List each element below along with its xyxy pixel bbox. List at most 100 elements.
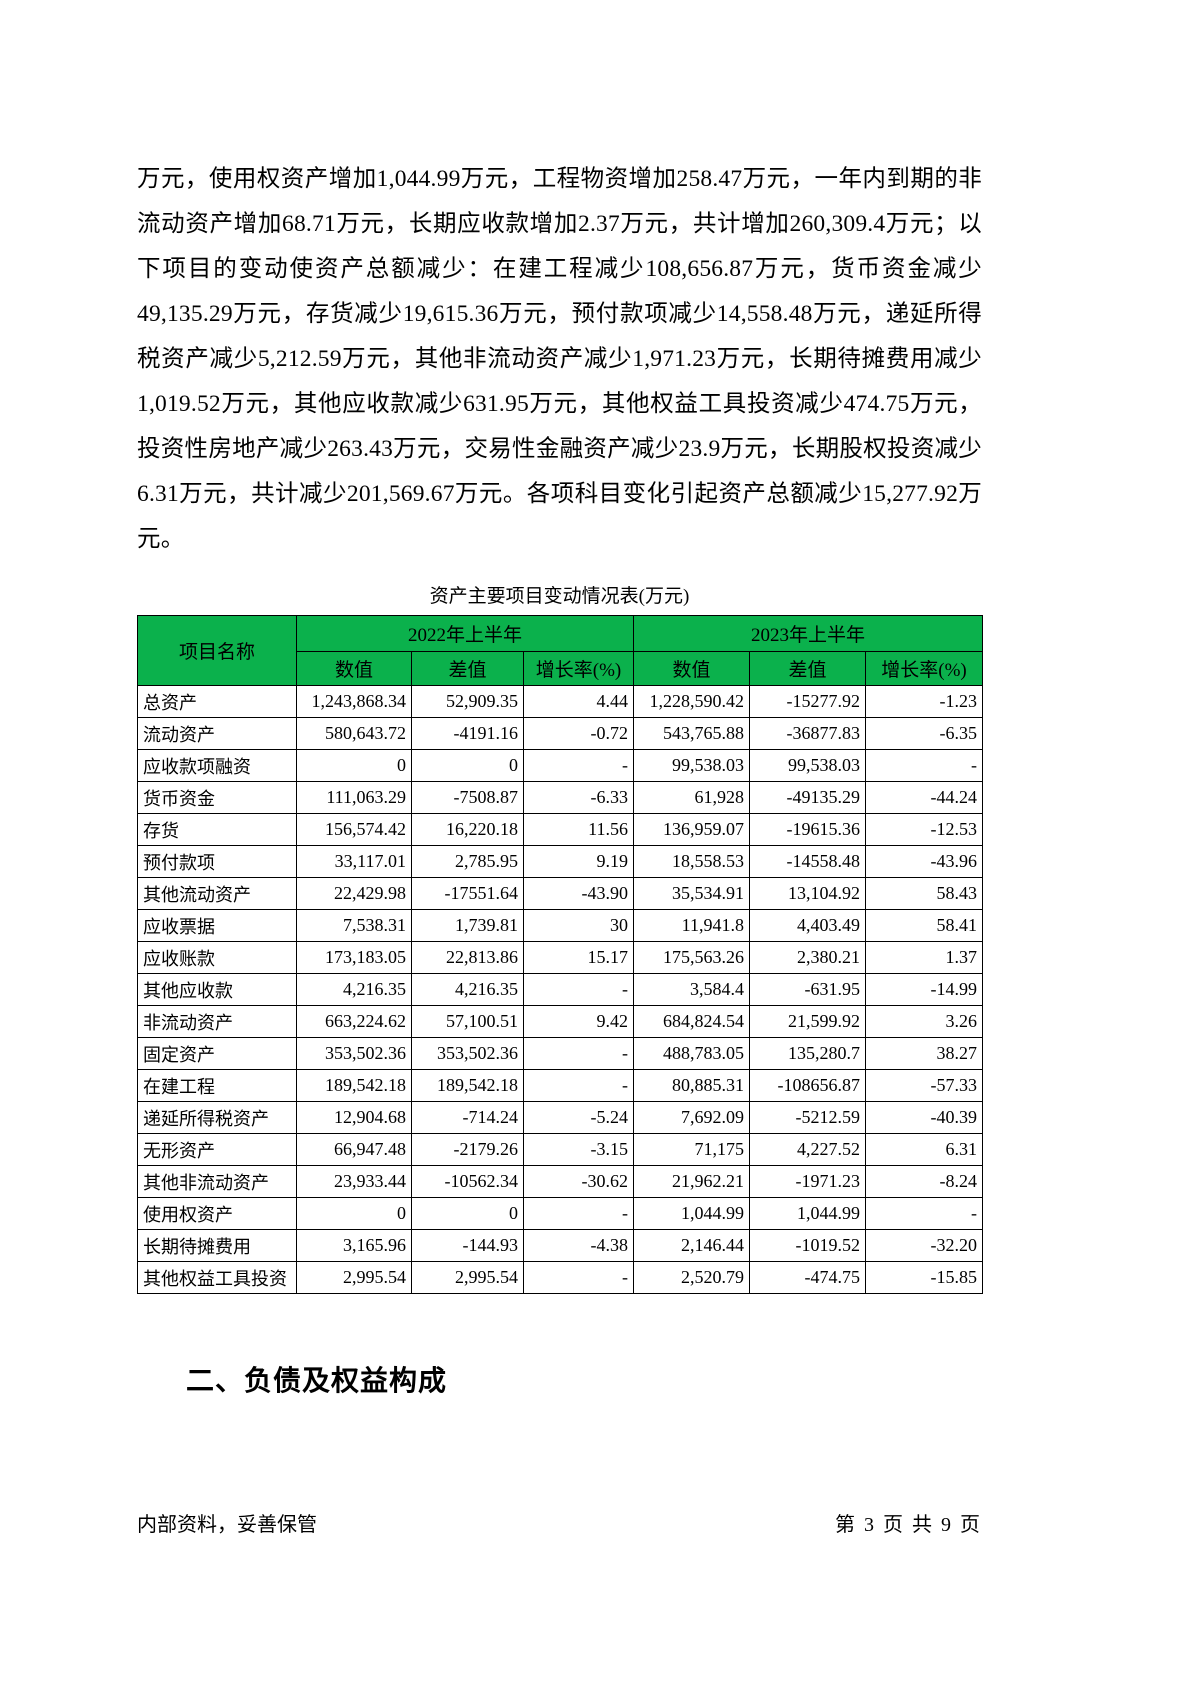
cell-2023-growth: -1.23 xyxy=(865,685,983,718)
cell-2023-value: 684,824.54 xyxy=(633,1005,750,1038)
row-label: 总资产 xyxy=(137,685,297,718)
cell-2022-value: 23,933.44 xyxy=(296,1165,412,1198)
cell-2023-growth: -8.24 xyxy=(865,1165,983,1198)
cell-2023-value: 3,584.4 xyxy=(633,973,750,1006)
table-row: 应收账款 173,183.05 22,813.86 15.17 175,563.26 2,… xyxy=(137,941,983,974)
cell-2022-diff: 1,739.81 xyxy=(411,909,524,942)
cell-2022-growth: -5.24 xyxy=(523,1101,634,1134)
body-paragraph: 万元，使用权资产增加1,044.99万元，工程物资增加258.47万元，一年内到… xyxy=(137,165,982,552)
cell-2022-diff: -144.93 xyxy=(411,1229,524,1262)
cell-2022-value: 2,995.54 xyxy=(296,1261,412,1294)
header-2023-value: 数值 xyxy=(633,651,750,686)
cell-2023-value: 1,044.99 xyxy=(633,1197,750,1230)
header-2023-diff: 差值 xyxy=(749,651,866,686)
cell-2022-growth: - xyxy=(523,749,634,782)
row-label: 流动资产 xyxy=(137,717,297,750)
table-row: 其他流动资产 22,429.98 -17551.64 -43.90 35,534.91 1… xyxy=(137,877,983,910)
footer-notice: 内部资料，妥善保管 xyxy=(137,1514,317,1536)
table-row: 存货 156,574.42 16,220.18 11.56 136,959.07 -196… xyxy=(137,813,983,846)
cell-2023-diff: -5212.59 xyxy=(749,1101,866,1134)
row-label: 应收票据 xyxy=(137,909,297,942)
cell-2023-value: 80,885.31 xyxy=(633,1069,750,1102)
row-label: 长期待摊费用 xyxy=(137,1229,297,1262)
cell-2022-diff: 52,909.35 xyxy=(411,685,524,718)
cell-2023-value: 7,692.09 xyxy=(633,1101,750,1134)
cell-2022-value: 0 xyxy=(296,749,412,782)
footer-total-prefix: 共 xyxy=(912,1514,932,1536)
cell-2022-growth: -3.15 xyxy=(523,1133,634,1166)
cell-2022-diff: 57,100.51 xyxy=(411,1005,524,1038)
cell-2022-diff: -714.24 xyxy=(411,1101,524,1134)
cell-2022-diff: -10562.34 xyxy=(411,1165,524,1198)
cell-2022-diff: -17551.64 xyxy=(411,877,524,910)
table-caption: 资产主要项目变动情况表(万元) xyxy=(429,586,690,607)
cell-2022-growth: - xyxy=(523,1197,634,1230)
table-row: 其他非流动资产 23,933.44 -10562.34 -30.62 21,962.21… xyxy=(137,1165,983,1198)
section-heading: 二、负债及权益构成 xyxy=(186,1365,448,1396)
cell-2023-value: 1,228,590.42 xyxy=(633,685,750,718)
row-label: 预付款项 xyxy=(137,845,297,878)
cell-2022-diff: 0 xyxy=(411,749,524,782)
cell-2023-value: 21,962.21 xyxy=(633,1165,750,1198)
cell-2022-growth: 15.17 xyxy=(523,941,634,974)
cell-2023-value: 18,558.53 xyxy=(633,845,750,878)
cell-2023-diff: 1,044.99 xyxy=(749,1197,866,1230)
row-label: 无形资产 xyxy=(137,1133,297,1166)
table-header-sub-row: 数值 差值 增长率(%) 数值 差值 增长率(%) xyxy=(138,651,983,686)
cell-2023-value: 488,783.05 xyxy=(633,1037,750,1070)
cell-2022-value: 0 xyxy=(296,1197,412,1230)
cell-2022-value: 663,224.62 xyxy=(296,1005,412,1038)
cell-2023-growth: -40.39 xyxy=(865,1101,983,1134)
row-label: 其他流动资产 xyxy=(137,877,297,910)
table-row: 其他应收款 4,216.35 4,216.35-3,584.4 -631.95 -14.… xyxy=(137,973,983,1006)
cell-2022-value: 353,502.36 xyxy=(296,1037,412,1070)
footer-total-number: 9 xyxy=(941,1514,951,1536)
cell-2022-growth: -30.62 xyxy=(523,1165,634,1198)
cell-2023-diff: -15277.92 xyxy=(749,685,866,718)
cell-2022-growth: -4.38 xyxy=(523,1229,634,1262)
cell-2022-diff: 16,220.18 xyxy=(411,813,524,846)
cell-2023-growth: 3.26 xyxy=(865,1005,983,1038)
cell-2022-diff: 2,995.54 xyxy=(411,1261,524,1294)
cell-2023-diff: 4,227.52 xyxy=(749,1133,866,1166)
cell-2022-growth: 11.56 xyxy=(523,813,634,846)
cell-2022-value: 111,063.29 xyxy=(296,781,412,814)
cell-2023-growth: -57.33 xyxy=(865,1069,983,1102)
cell-2022-growth: -0.72 xyxy=(523,717,634,750)
cell-2022-diff: -7508.87 xyxy=(411,781,524,814)
cell-2023-value: 2,520.79 xyxy=(633,1261,750,1294)
table-row: 应收票据 7,538.31 1,739.81 30 11,941.8 4,403.49 58… xyxy=(137,909,983,942)
cell-2023-diff: 99,538.03 xyxy=(749,749,866,782)
header-2022-growth: 增长率(%) xyxy=(523,651,634,686)
cell-2022-diff: 189,542.18 xyxy=(411,1069,524,1102)
cell-2023-growth: 1.37 xyxy=(865,941,983,974)
footer-total-suffix: 页 xyxy=(960,1514,980,1536)
cell-2023-growth: -44.24 xyxy=(865,781,983,814)
cell-2023-growth: -43.96 xyxy=(865,845,983,878)
table-row: 预付款项 33,117.01 2,785.95 9.19 18,558.53 -14558… xyxy=(137,845,983,878)
row-label: 固定资产 xyxy=(137,1037,297,1070)
cell-2023-diff: -474.75 xyxy=(749,1261,866,1294)
cell-2023-value: 35,534.91 xyxy=(633,877,750,910)
cell-2022-growth: - xyxy=(523,1261,634,1294)
footer-page-mid: 页 xyxy=(883,1514,903,1536)
cell-2023-value: 543,765.88 xyxy=(633,717,750,750)
table-row: 固定资产 353,502.36 353,502.36-488,783.05 135,2… xyxy=(137,1037,983,1070)
row-label: 在建工程 xyxy=(137,1069,297,1102)
header-group-2023: 2023年上半年 xyxy=(633,615,983,652)
row-label: 货币资金 xyxy=(137,781,297,814)
cell-2023-value: 11,941.8 xyxy=(633,909,750,942)
cell-2022-growth: -43.90 xyxy=(523,877,634,910)
table-body: 总资产 1,243,868.34 52,909.35 4.44 1,228,590.42… xyxy=(137,685,983,1294)
cell-2023-value: 136,959.07 xyxy=(633,813,750,846)
table-row: 长期待摊费用 3,165.96 -144.93 -4.38 2,146.44 -1019.… xyxy=(137,1229,983,1262)
header-2023-growth: 增长率(%) xyxy=(865,651,983,686)
cell-2022-growth: - xyxy=(523,973,634,1006)
header-2022-diff: 差值 xyxy=(411,651,524,686)
cell-2023-value: 71,175 xyxy=(633,1133,750,1166)
header-item-name: 项目名称 xyxy=(137,615,297,686)
cell-2022-value: 22,429.98 xyxy=(296,877,412,910)
table-row: 其他权益工具投资 2,995.54 2,995.54-2,520.79 -474.75… xyxy=(137,1261,983,1294)
cell-2022-value: 156,574.42 xyxy=(296,813,412,846)
cell-2022-value: 33,117.01 xyxy=(296,845,412,878)
